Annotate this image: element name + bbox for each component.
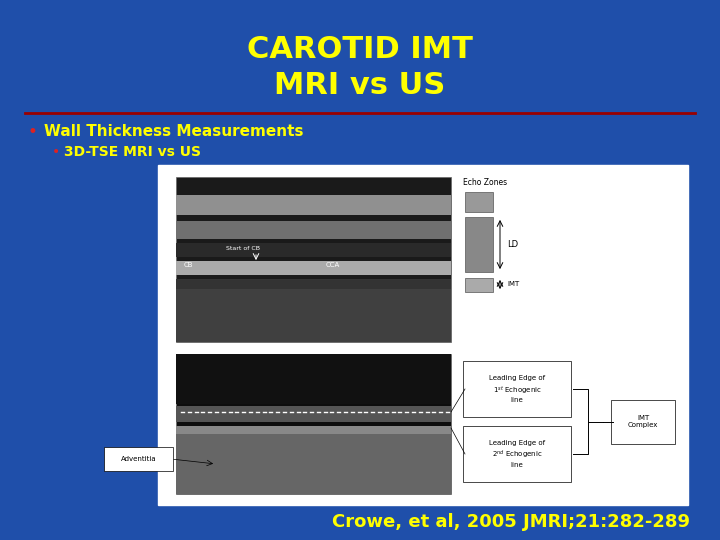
FancyBboxPatch shape bbox=[463, 361, 571, 417]
FancyBboxPatch shape bbox=[176, 177, 451, 342]
Text: Leading Edge of
1$^{st}$ Echogenic
line: Leading Edge of 1$^{st}$ Echogenic line bbox=[489, 375, 545, 403]
FancyBboxPatch shape bbox=[176, 261, 451, 275]
FancyBboxPatch shape bbox=[465, 217, 493, 272]
FancyBboxPatch shape bbox=[465, 278, 493, 292]
Text: CB: CB bbox=[184, 262, 194, 268]
Text: Start of CB: Start of CB bbox=[226, 246, 260, 252]
FancyBboxPatch shape bbox=[176, 354, 451, 404]
FancyBboxPatch shape bbox=[176, 406, 451, 422]
FancyBboxPatch shape bbox=[176, 354, 451, 494]
FancyBboxPatch shape bbox=[176, 221, 451, 239]
Text: IMT: IMT bbox=[507, 281, 519, 287]
Text: MRI vs US: MRI vs US bbox=[274, 71, 446, 99]
Text: b: b bbox=[161, 479, 170, 492]
Text: Crowe, et al, 2005 JMRI;21:282-289: Crowe, et al, 2005 JMRI;21:282-289 bbox=[332, 513, 690, 531]
Text: CAROTID IMT: CAROTID IMT bbox=[247, 36, 473, 64]
Text: •: • bbox=[28, 123, 38, 141]
Text: IMT
Complex: IMT Complex bbox=[628, 415, 658, 428]
FancyBboxPatch shape bbox=[463, 426, 571, 482]
FancyBboxPatch shape bbox=[176, 434, 451, 494]
FancyBboxPatch shape bbox=[104, 447, 173, 471]
Text: LD: LD bbox=[507, 240, 518, 249]
Text: Wall Thickness Measurements: Wall Thickness Measurements bbox=[44, 125, 304, 139]
Text: Leading Edge of
2$^{nd}$ Echogenic
line: Leading Edge of 2$^{nd}$ Echogenic line bbox=[489, 440, 545, 468]
FancyBboxPatch shape bbox=[465, 192, 493, 212]
FancyBboxPatch shape bbox=[158, 165, 688, 505]
Text: Adventitia: Adventitia bbox=[121, 456, 156, 462]
FancyBboxPatch shape bbox=[176, 289, 451, 342]
Text: •: • bbox=[52, 145, 60, 159]
Text: CCA: CCA bbox=[326, 262, 341, 268]
FancyBboxPatch shape bbox=[176, 243, 451, 257]
Text: a: a bbox=[161, 327, 169, 340]
Text: 3D-TSE MRI vs US: 3D-TSE MRI vs US bbox=[64, 145, 201, 159]
FancyBboxPatch shape bbox=[611, 400, 675, 443]
FancyBboxPatch shape bbox=[176, 279, 451, 289]
FancyBboxPatch shape bbox=[176, 195, 451, 215]
FancyBboxPatch shape bbox=[176, 426, 451, 434]
Text: Echo Zones: Echo Zones bbox=[463, 178, 507, 187]
